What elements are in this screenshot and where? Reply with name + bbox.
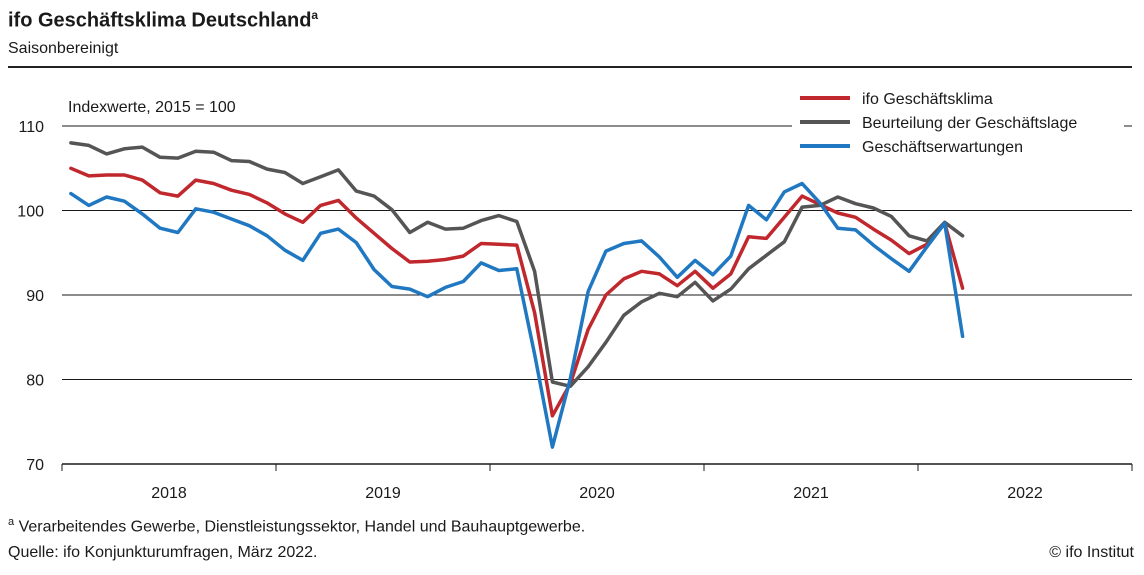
chart-subtitle: Saisonbereinigt [8,40,119,57]
x-tick-label: 2019 [365,485,401,502]
axis-note: Indexwerte, 2015 = 100 [68,99,236,116]
copyright-note: © ifo Institut [1049,544,1134,561]
x-tick-label: 2022 [1007,485,1043,502]
legend-label: ifo Geschäftsklima [862,91,993,108]
x-tick-label: 2020 [579,485,615,502]
legend-label: Geschäftserwartungen [862,139,1023,156]
footnote: a Verarbeitendes Gewerbe, Dienstleistung… [8,516,585,536]
y-tick-label: 110 [18,119,44,136]
footnote-marker: a [8,516,15,528]
header-divider [8,66,1132,68]
y-tick-label: 80 [26,373,44,390]
x-tick-label: 2021 [793,485,829,502]
y-tick-label: 70 [26,457,44,474]
x-tick-label: 2018 [151,485,187,502]
y-tick-label: 90 [26,288,44,305]
series-line-3 [69,181,965,449]
legend-label: Beurteilung der Geschäftslage [862,115,1077,132]
source-note: Quelle: ifo Konjunkturumfragen, März 202… [8,544,318,561]
chart-title: ifo Geschäftsklima Deutschlanda [8,8,319,32]
series-line-2 [69,141,965,389]
footnote-text: Verarbeitendes Gewerbe, Dienstleistungss… [18,518,586,536]
y-tick-label: 100 [17,204,44,221]
title-footnote-marker: a [311,8,319,22]
series-line-1 [69,166,965,418]
